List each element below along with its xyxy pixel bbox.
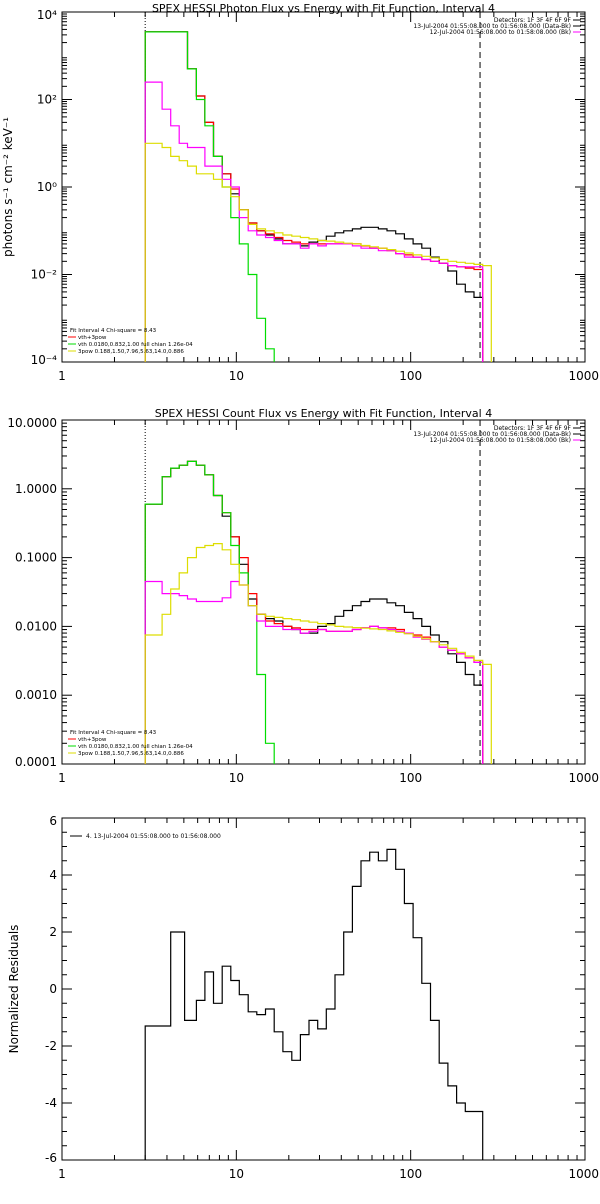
x-tick-label: 1000 [568, 369, 599, 383]
y-tick-label: 1.0000 [15, 482, 57, 496]
chart-title: SPEX HESSI Photon Flux vs Energy with Fi… [152, 2, 495, 15]
chart-panel-3: 1 10 100 1000 -6 -4 -2 0 2 4 6 Normalized Residuals… [7, 814, 599, 1181]
x-tick-label: 10 [229, 1167, 244, 1181]
y-tick-label: -4 [45, 1096, 57, 1110]
plot-frame [61, 11, 586, 363]
y-tick-label: 10⁴ [37, 8, 57, 22]
chart-panel-1: SPEX HESSI Photon Flux vs Energy with Fi… [1, 2, 599, 383]
x-tick-label: 10 [229, 369, 244, 383]
y-tick-label: -2 [45, 1039, 57, 1053]
x-tick-label: 1 [58, 1167, 66, 1181]
y-tick-label: 0.0001 [15, 755, 57, 769]
series-line-1 [144, 848, 484, 1160]
y-tick-label: 4 [49, 868, 57, 882]
series-line-2 [144, 460, 484, 764]
series-group [144, 460, 492, 764]
x-tick-label: 1000 [568, 771, 599, 785]
y-tick-label: -6 [45, 1151, 57, 1165]
y-tick-label: 0 [49, 982, 57, 996]
series-line-4 [144, 580, 484, 764]
series-line-3 [144, 31, 275, 362]
header-line: 13-Jul-2004 01:55:08.000 to 01:56:08.000… [413, 431, 571, 438]
series-line-4 [144, 81, 484, 362]
legend-entry: vth 0.0180,0.832,1.00 full chian 1.26e-0… [78, 342, 193, 348]
chart-panel-2: SPEX HESSI Count Flux vs Energy with Fit… [7, 407, 599, 785]
y-axis-label: Normalized Residuals [7, 925, 21, 1054]
legend-entry: 4. 13-Jul-2004 01:55:08.000 to 01:56:08.… [86, 833, 221, 840]
y-tick-label: 2 [49, 925, 57, 939]
series-line-1 [144, 460, 484, 764]
header-line: 13-Jul-2004 01:55:08.000 to 01:56:08.000… [413, 23, 571, 30]
x-tick-label: 100 [399, 369, 422, 383]
legend-entry: Fit Interval 4 Chi-square = 8.43 [70, 328, 157, 334]
header-line: 12-Jul-2004 01:56:08.000 to 01:58:08.000… [430, 29, 571, 36]
plot-frame [61, 817, 586, 1161]
series-line-5 [144, 543, 492, 764]
x-tick-label: 100 [399, 1167, 422, 1181]
series-group [144, 31, 492, 362]
y-tick-label: 6 [49, 814, 57, 828]
x-tick-label: 100 [399, 771, 422, 785]
y-tick-label: 0.1000 [15, 551, 57, 565]
y-tick-label: 10⁻⁴ [31, 353, 58, 367]
header-line: Detectors: 1F 3F 4F 6F 9F [494, 425, 572, 432]
header-line: Detectors: 1F 3F 4F 6F 9F [494, 17, 572, 24]
series-line-5 [144, 142, 492, 362]
x-tick-label: 1 [58, 771, 66, 785]
y-tick-label: 0.0010 [15, 688, 57, 702]
legend-entry: 3pow 0.188,1.50,7.96,5.63,14.0,0.886 [78, 751, 184, 757]
series-group [144, 848, 484, 1160]
x-tick-label: 1000 [568, 1167, 599, 1181]
y-tick-label: 10² [37, 93, 57, 107]
y-tick-label: 10.0000 [7, 416, 57, 430]
x-tick-label: 10 [229, 771, 244, 785]
chart-title: SPEX HESSI Count Flux vs Energy with Fit… [155, 407, 492, 420]
y-axis-label: photons s⁻¹ cm⁻² keV⁻¹ [1, 117, 15, 257]
y-tick-label: 10⁻² [31, 268, 58, 282]
y-tick-label: 0.0100 [15, 619, 57, 633]
legend-entry: vth+3pow [78, 335, 107, 341]
legend-entry: 3pow 0.188,1.50,7.96,5.63,14.0,0.886 [78, 349, 184, 355]
x-tick-label: 1 [58, 369, 66, 383]
plot-frame [61, 419, 586, 765]
legend-entry: Fit Interval 4 Chi-square = 8.43 [70, 730, 157, 736]
header-line: 12-Jul-2004 01:56:08.000 to 01:58:08.000… [430, 437, 571, 444]
legend-entry: vth+3pow [78, 737, 107, 743]
y-tick-label: 10⁰ [37, 180, 57, 194]
legend-entry: vth 0.0180,0.832,1.00 full chian 1.26e-0… [78, 744, 193, 750]
